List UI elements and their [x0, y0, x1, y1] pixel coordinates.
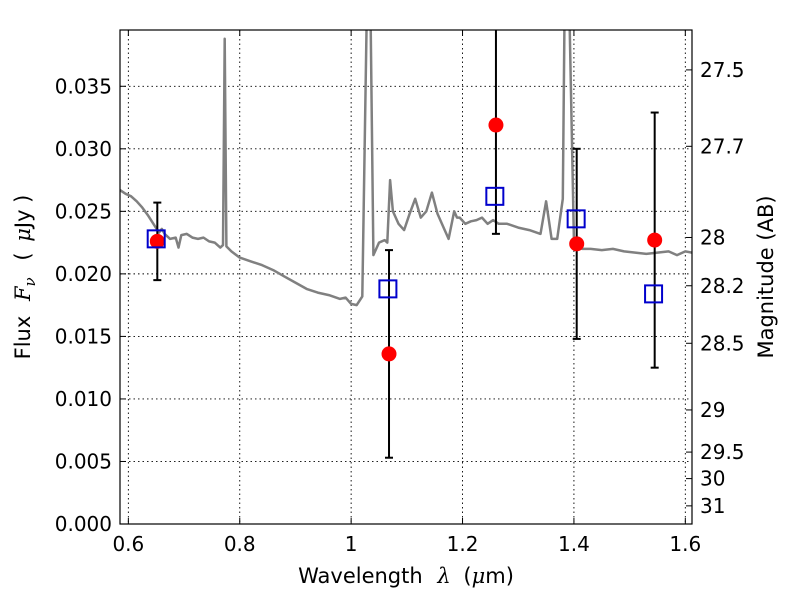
x-axis-title-unit-mu: μ: [472, 564, 486, 588]
y2-tick-label: 28.2: [700, 274, 745, 298]
y-axis-title: Flux Fν ( μJy ): [11, 195, 40, 360]
y-tick-label: 0.025: [55, 199, 112, 223]
model-point: [566, 209, 586, 229]
plot-background: [120, 30, 692, 524]
model-point: [146, 229, 166, 249]
x-axis-title-unit-open: (: [463, 564, 471, 588]
y2-tick-label: 27.7: [700, 134, 745, 158]
y-axis-ticks: 0.000 0.005 0.010 0.015 0.020 0.025 0.030 0.035: [55, 74, 126, 536]
x-axis-title: Wavelength λ (μm): [298, 564, 514, 588]
x-tick-label: 1: [345, 532, 358, 556]
x-tick-label: 0.8: [224, 532, 256, 556]
observed-point: [381, 346, 397, 362]
y-axis-title-unit-rest: Jy ): [11, 195, 35, 231]
secondary-y-axis-ticks: 27.5 27.7 28 28.2 28.5 29 29.5 30 31: [686, 58, 745, 518]
model-spectrum-line: [120, 30, 692, 307]
y2-tick-label: 30: [700, 467, 725, 491]
y-axis-title-subscript: ν: [21, 277, 39, 286]
y-tick-label: 0.005: [55, 449, 112, 473]
y-tick-label: 0.010: [55, 387, 112, 411]
y-tick-label: 0.030: [55, 137, 112, 161]
x-axis-title-text: Wavelength: [298, 564, 423, 588]
y-tick-label: 0.015: [55, 324, 112, 348]
y-tick-label: 0.020: [55, 262, 112, 286]
y-axis-title-symbol: F: [11, 285, 35, 302]
x-tick-label: 1.2: [447, 532, 479, 556]
model-point: [378, 279, 398, 299]
y2-tick-label: 27.5: [700, 58, 745, 82]
y-tick-label: 0.035: [55, 74, 112, 98]
y-axis-title-prefix: Flux: [11, 316, 35, 360]
x-tick-label: 1.4: [558, 532, 590, 556]
y-axis-title-unit-open: (: [11, 252, 35, 260]
observed-photometry-points: [149, 117, 663, 362]
model-point: [644, 284, 664, 304]
y2-tick-label: 29: [700, 398, 725, 422]
x-tick-label: 1.6: [669, 532, 701, 556]
y2-tick-label: 29.5: [700, 440, 745, 464]
x-axis-title-unit-rest: m): [485, 564, 514, 588]
y2-tick-label: 31: [700, 494, 725, 518]
secondary-y-axis-title: Magnitude (AB): [754, 195, 778, 358]
x-tick-label: 0.6: [112, 532, 144, 556]
y-axis-title-unit-mu: μ: [11, 228, 35, 242]
observed-point: [149, 233, 165, 249]
y2-tick-label: 28.5: [700, 331, 745, 355]
observed-point: [569, 236, 585, 252]
observed-point: [488, 117, 504, 133]
y-tick-label: 0.000: [55, 512, 112, 536]
x-axis-ticks: 0.6 0.8 1 1.2 1.4 1.6: [112, 30, 701, 556]
observed-point: [647, 232, 663, 248]
x-axis-title-symbol: λ: [436, 564, 450, 588]
plot-frame: [119, 29, 693, 525]
y2-tick-label: 28: [700, 225, 725, 249]
model-point: [485, 186, 505, 206]
model-photometry-points: [146, 186, 664, 304]
